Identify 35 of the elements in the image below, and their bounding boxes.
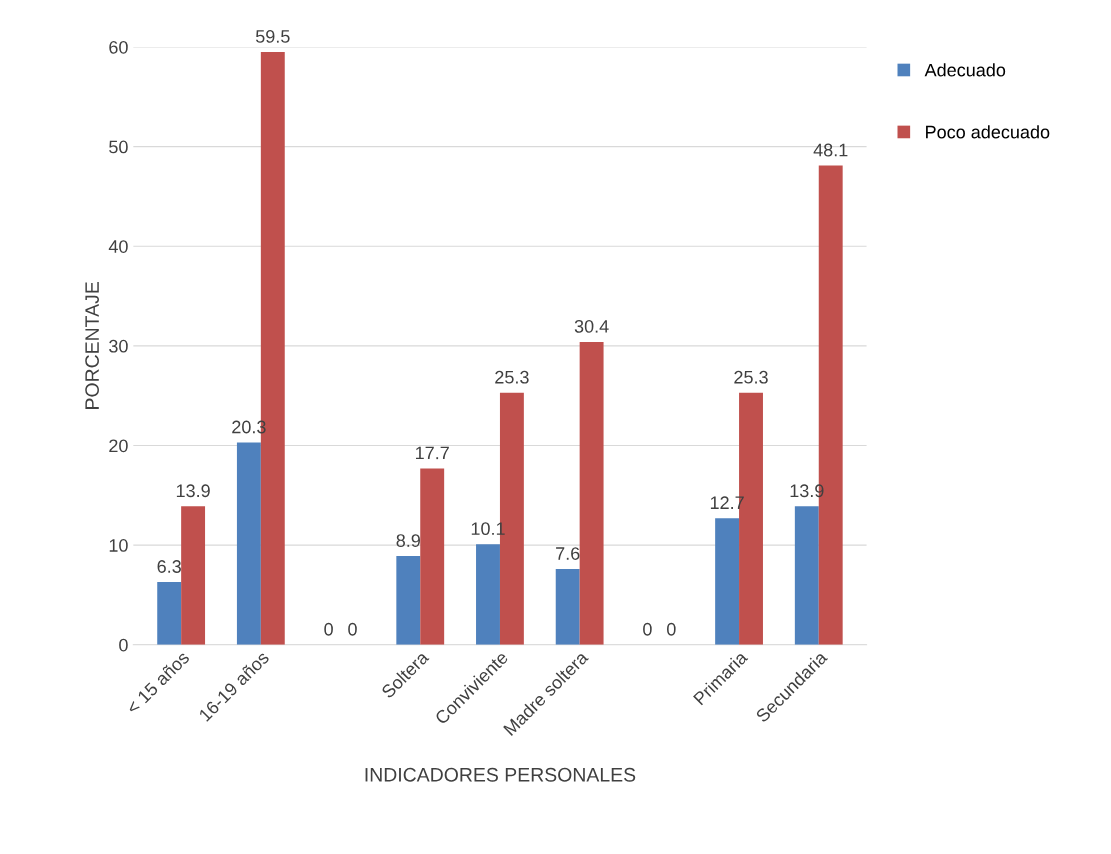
data-label: 0 <box>666 622 676 636</box>
x-axis-title: INDICADORES PERSONALES <box>365 767 636 782</box>
data-label: 6.3 <box>157 560 181 573</box>
y-tick-label: 0 <box>119 638 128 652</box>
y-tick-label: 20 <box>109 439 128 453</box>
data-label: 7.6 <box>556 547 580 560</box>
bar <box>715 518 740 645</box>
y-tick-label: 40 <box>108 240 128 253</box>
y-tick-label: 60 <box>109 40 128 54</box>
bar <box>794 506 819 645</box>
bar <box>555 569 580 645</box>
y-tick-label: 50 <box>109 140 128 154</box>
data-label: 13.9 <box>176 484 210 498</box>
bar <box>157 582 182 645</box>
y-tick-label: 30 <box>109 339 128 353</box>
bar <box>420 468 445 645</box>
bar <box>396 556 421 645</box>
y-axis-title: PORCENTAJE <box>85 282 99 409</box>
data-label: 25.3 <box>734 370 768 384</box>
legend-label: Poco adecuado <box>926 125 1050 139</box>
data-label: 0 <box>643 622 652 636</box>
data-label: 30.4 <box>574 319 609 333</box>
data-label: 17.7 <box>416 446 449 460</box>
data-label: 0 <box>324 622 333 636</box>
data-label: 25.3 <box>495 370 529 384</box>
data-label: 0 <box>348 622 357 636</box>
y-tick-label: 10 <box>109 539 128 552</box>
data-label: 59.5 <box>255 30 290 43</box>
data-label: 8.9 <box>396 534 420 547</box>
bar <box>476 544 500 645</box>
bar <box>579 341 604 645</box>
bar <box>236 442 261 645</box>
legend-label: Adecuado <box>924 63 1006 77</box>
bar <box>181 506 206 645</box>
data-label: 48.1 <box>813 143 848 157</box>
